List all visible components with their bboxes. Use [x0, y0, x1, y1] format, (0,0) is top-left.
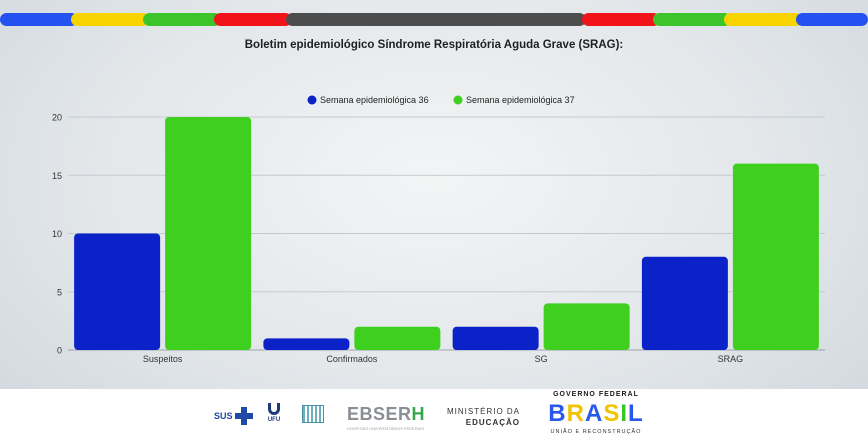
legend-marker [307, 95, 317, 105]
stripe-segment-blue-left [0, 13, 78, 26]
legend-label: Semana epidemiológica 36 [320, 95, 429, 105]
bar [74, 233, 161, 350]
legend-marker [453, 95, 463, 105]
bar-chart: 0 5 10 15 20 Suspeitos Confirmados SG SRAG Sema… [52, 95, 825, 364]
stripe-segment-red-left [214, 13, 292, 26]
y-tick-label: 10 [52, 229, 62, 239]
y-tick-label: 15 [52, 171, 62, 181]
gov-wordmark-letter: B [548, 400, 567, 427]
footer-logos: SUS UFU EBSERH HOSPITAIS UNIVERSITÁRIOS … [0, 389, 868, 443]
y-tick-label: 5 [57, 287, 62, 297]
stripe-segment-green-left [143, 13, 221, 26]
bar [641, 256, 728, 350]
gov-wordmark-letter: S [603, 400, 621, 427]
x-tick-label: Suspeitos [143, 354, 183, 364]
bars [74, 117, 819, 350]
gov-wordmark-letter: R [566, 400, 585, 427]
ufu-emblem-icon [268, 403, 280, 415]
bar [732, 163, 819, 350]
bar [452, 326, 539, 350]
legend-label: Semana epidemiológica 37 [466, 95, 575, 105]
ebserh-subtitle: HOSPITAIS UNIVERSITÁRIOS FEDERAIS [347, 426, 425, 431]
stripe-segment-yellow-left [71, 13, 149, 26]
header-color-stripe [0, 13, 868, 26]
gov-bottom-label: UNIÃO E RECONSTRUÇÃO [550, 429, 642, 435]
ebserh-name-main: EBSER [347, 404, 412, 424]
legend: Semana epidemiológica 36 Semana epidemiol… [307, 95, 575, 105]
ebserh-name-last: H [411, 404, 426, 424]
ebserh-logo: EBSERH HOSPITAIS UNIVERSITÁRIOS FEDERAIS [347, 404, 425, 431]
y-tick-label: 20 [52, 113, 62, 123]
bar [263, 338, 350, 350]
gov-wordmark-letter: A [584, 400, 604, 427]
y-tick-label: 0 [57, 346, 62, 356]
mec-line2: EDUCAÇÃO [465, 418, 521, 427]
x-axis-tick-labels: Suspeitos Confirmados SG SRAG [143, 354, 743, 364]
sus-label: SUS [214, 411, 233, 421]
bar [543, 303, 630, 350]
ufu-logo: UFU [266, 403, 282, 423]
x-tick-label: Confirmados [326, 354, 378, 364]
bar [354, 326, 441, 350]
gov-wordmark-letter: L [628, 400, 644, 427]
mec-logo: MINISTÉRIO DA EDUCAÇÃO [447, 406, 520, 428]
cross-icon [234, 407, 253, 425]
sus-logo: SUS [214, 407, 253, 425]
stripe-segment-red-right [582, 13, 660, 26]
stripe-segment-blue-right [796, 13, 868, 26]
stripe-segment-gray [286, 13, 586, 26]
chart-title: Boletim epidemiológico Síndrome Respirat… [244, 39, 624, 51]
bar [165, 117, 252, 350]
ufu-label: UFU [267, 417, 281, 423]
mec-line1: MINISTÉRIO DA [447, 407, 521, 416]
gov-top-label: GOVERNO FEDERAL [553, 391, 639, 398]
gov-wordmark-letter: I [620, 400, 629, 427]
x-tick-label: SRAG [718, 354, 744, 364]
stripe-segment-green-right [653, 13, 731, 26]
stripe-segment-yellow-right [724, 13, 802, 26]
y-axis-tick-labels: 0 5 10 15 20 [52, 113, 62, 356]
x-tick-label: SG [535, 354, 548, 364]
hospital-logo-icon [302, 405, 324, 423]
